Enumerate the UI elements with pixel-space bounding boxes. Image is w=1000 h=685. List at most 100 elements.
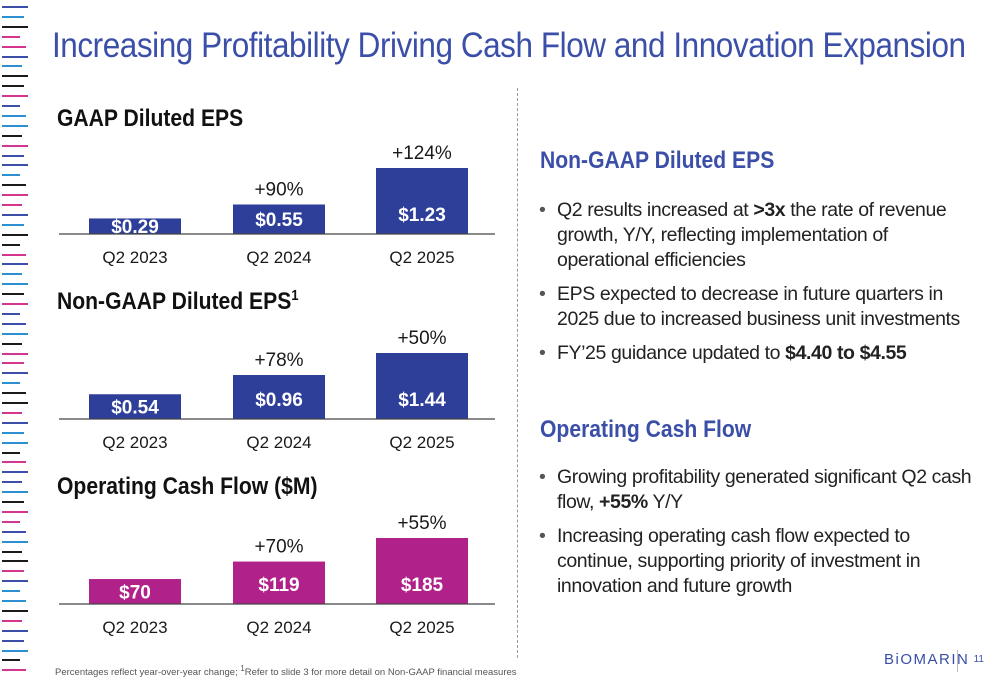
- footnote: Percentages reflect year-over-year chang…: [55, 664, 517, 678]
- edge-line: [2, 144, 28, 147]
- yoy-change-label: +50%: [397, 328, 446, 349]
- edge-line: [2, 590, 20, 593]
- edge-line: [2, 570, 24, 573]
- edge-line: [2, 382, 20, 385]
- x-tick-label: Q2 2024: [246, 433, 311, 452]
- edge-line: [2, 649, 28, 652]
- bar-value-label: $1.23: [398, 205, 446, 226]
- edge-line: [2, 35, 20, 38]
- edge-line: [2, 372, 28, 375]
- edge-line: [2, 501, 24, 503]
- edge-line: [2, 560, 28, 563]
- edge-line: [2, 263, 28, 266]
- edge-line: [2, 45, 26, 48]
- x-tick-label: Q2 2023: [102, 248, 167, 267]
- edge-line: [2, 194, 28, 197]
- edge-line: [2, 481, 22, 484]
- bar-value-label: $1.44: [398, 390, 446, 411]
- column-divider: [517, 88, 518, 658]
- bullet-text: FY’25 guidance updated to: [557, 342, 786, 364]
- edge-line: [2, 134, 22, 137]
- edge-line: [2, 273, 22, 276]
- chart-title-non-gaap-eps: Non-GAAP Diluted EPS1: [57, 287, 299, 316]
- edge-line: [2, 352, 28, 355]
- chart-title-gaap-eps: GAAP Diluted EPS: [57, 104, 243, 133]
- edge-line: [2, 154, 24, 157]
- bar-q2-2023: [89, 218, 181, 234]
- bullet-text: the rate of revenue growth, Y/Y, reflect…: [557, 199, 947, 271]
- edge-line: [2, 520, 20, 523]
- edge-line: [2, 75, 28, 78]
- x-tick-label: Q2 2024: [246, 618, 311, 637]
- bar-q2-2024: [233, 561, 325, 604]
- decorative-edge-lines: [0, 0, 30, 685]
- edge-line: [2, 15, 24, 18]
- bar-q2-2023: [89, 394, 181, 419]
- x-tick-label: Q2 2023: [102, 433, 167, 452]
- bullet-text: Y/Y: [647, 491, 684, 513]
- bar-q2-2025: [376, 353, 468, 419]
- bar-value-label: $70: [119, 583, 151, 604]
- yoy-change-label: +70%: [254, 537, 303, 558]
- yoy-change-label: +55%: [397, 513, 446, 534]
- edge-line: [2, 243, 20, 246]
- bar-value-label: $0.96: [255, 390, 303, 411]
- edge-line: [2, 609, 28, 612]
- section-heading-operating-cash-flow: Operating Cash Flow: [540, 416, 752, 443]
- chart-title-superscript: 1: [291, 287, 299, 304]
- chart-title-operating-cash-flow: Operating Cash Flow ($M): [57, 472, 317, 501]
- edge-line: [2, 253, 26, 256]
- edge-line: [2, 669, 26, 672]
- edge-line: [2, 95, 28, 98]
- footnote-text-rest: Refer to slide 3 for more detail on Non-…: [244, 667, 517, 679]
- chart-title-text: Non-GAAP Diluted EPS: [57, 288, 292, 315]
- operating-cash-flow-bullets: Growing profitability generated signific…: [538, 465, 978, 608]
- edge-line: [2, 164, 28, 167]
- edge-line: [2, 639, 24, 642]
- chart-title-text: Operating Cash Flow ($M): [57, 473, 318, 500]
- edge-line: [2, 85, 24, 88]
- footnote-superscript: 1: [240, 664, 245, 673]
- x-tick-label: Q2 2025: [389, 248, 454, 267]
- bullet-item: Growing profitability generated signific…: [538, 465, 978, 515]
- bullet-emphasis: >3x: [753, 199, 786, 221]
- bar-q2-2023: [89, 579, 181, 604]
- edge-line: [2, 580, 28, 583]
- edge-line: [2, 659, 20, 662]
- bar-value-label: $0.29: [111, 217, 159, 238]
- footnote-text: Percentages reflect year-over-year chang…: [55, 667, 241, 679]
- bullet-emphasis: +55%: [599, 491, 648, 513]
- bar-value-label: $0.54: [111, 398, 159, 419]
- page-title: Increasing Profitability Driving Cash Fl…: [52, 26, 966, 65]
- edge-line: [2, 491, 28, 494]
- gaap-eps-bar-chart: $0.29 Q2 2023 $0.55 +90% Q2 2024 $1.23 +124% Q2…: [59, 143, 495, 267]
- edge-line: [2, 303, 28, 305]
- edge-line: [2, 362, 24, 365]
- section-heading-non-gaap-eps: Non-GAAP Diluted EPS: [540, 147, 775, 174]
- operating-cash-flow-bar-chart: $70 Q2 2023 $119 +70% Q2 2024 $185 +55% Q2 2025: [59, 513, 495, 637]
- edge-line: [2, 471, 28, 474]
- edge-line: [2, 550, 22, 553]
- bullet-text: Growing profitability generated signific…: [557, 466, 972, 513]
- yoy-change-label: +90%: [254, 179, 303, 200]
- edge-line: [2, 213, 28, 216]
- edge-line: [2, 461, 26, 464]
- chart-title-text: GAAP Diluted EPS: [57, 105, 244, 132]
- edge-line: [2, 421, 28, 424]
- bullet-emphasis: $4.40 to $4.55: [785, 342, 907, 364]
- edge-line: [2, 6, 28, 8]
- edge-line: [2, 55, 28, 58]
- bar-value-label: $0.55: [255, 210, 303, 231]
- edge-line: [2, 124, 28, 127]
- edge-line: [2, 332, 28, 335]
- edge-line: [2, 402, 28, 404]
- bullet-item: Increasing operating cash flow expected …: [538, 524, 978, 599]
- edge-line: [2, 114, 26, 117]
- edge-line: [2, 510, 28, 513]
- yoy-change-label: +78%: [254, 350, 303, 371]
- bar-q2-2025: [376, 168, 468, 234]
- x-tick-label: Q2 2024: [246, 248, 311, 267]
- edge-line: [2, 322, 26, 325]
- edge-line: [2, 233, 28, 236]
- page-number: 11: [957, 650, 984, 672]
